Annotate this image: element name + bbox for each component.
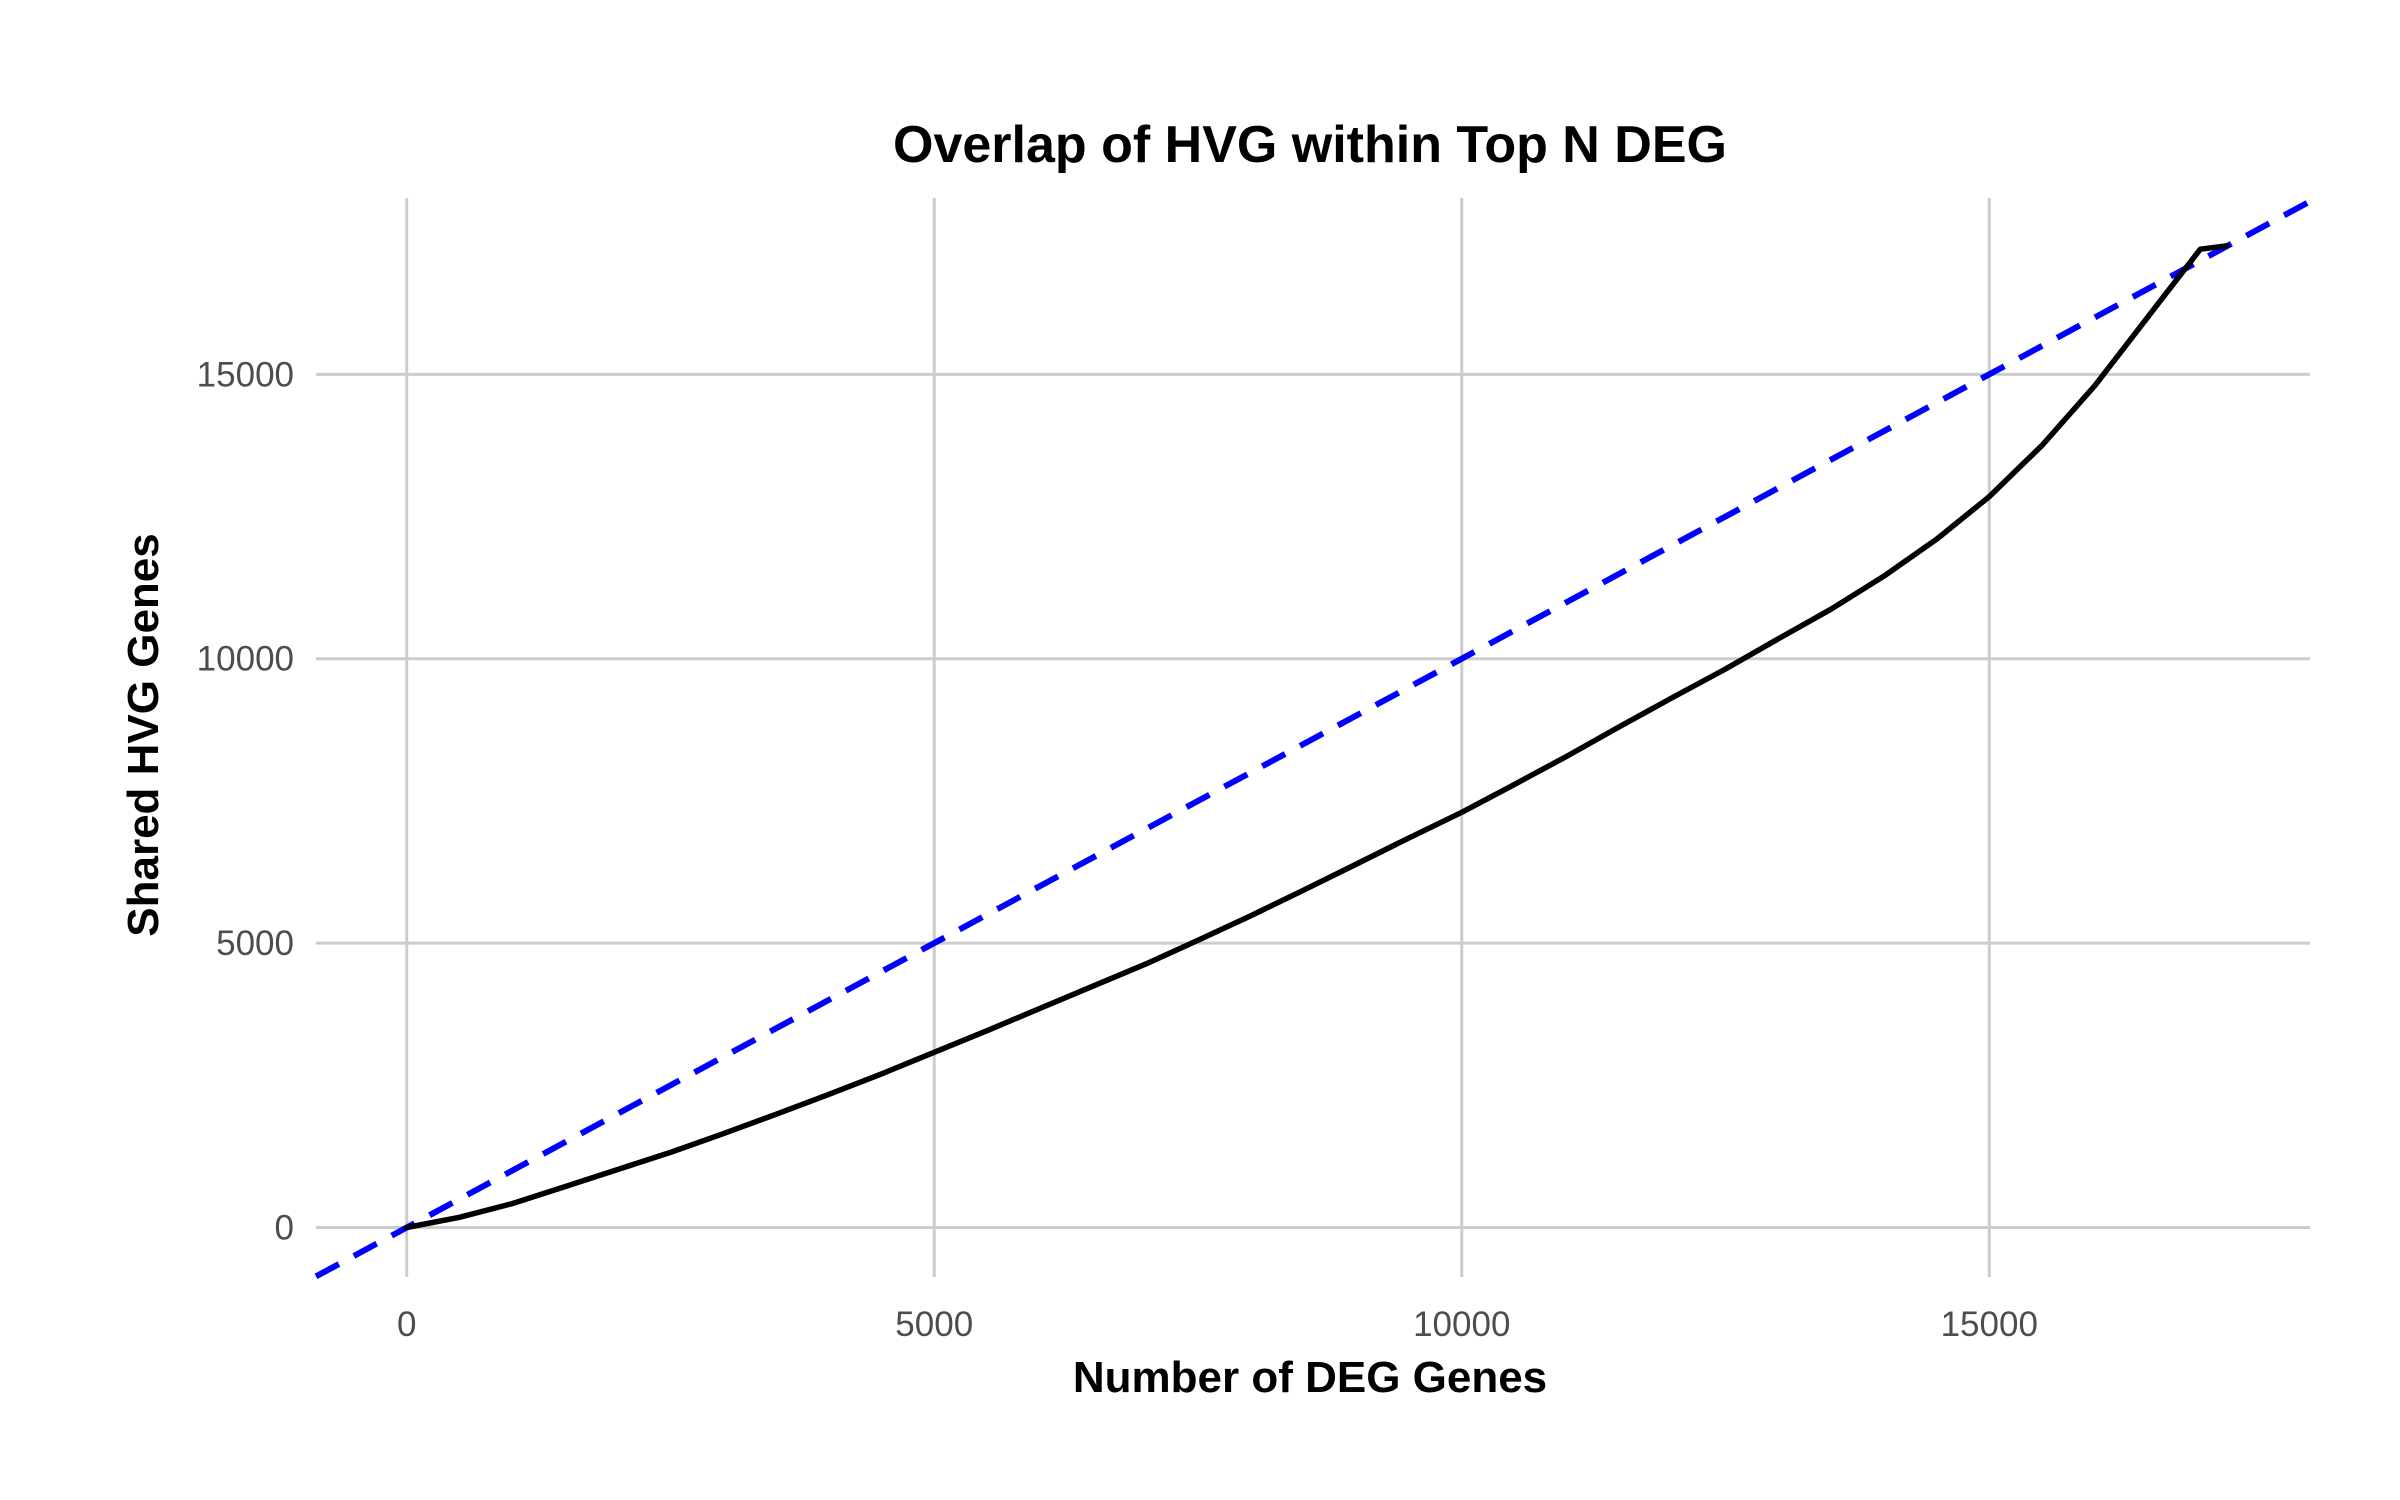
y-tick-label: 10000	[197, 640, 294, 679]
x-tick-label: 15000	[1941, 1305, 2038, 1344]
tick-labels: 0 5000 10000 15000 0 5000 10000 15000	[197, 355, 2038, 1344]
x-tick-label: 0	[397, 1305, 416, 1344]
overlap-curve	[403, 243, 2230, 1231]
grid	[316, 198, 2310, 1277]
y-tick-label: 15000	[197, 355, 294, 394]
y-axis-title: Shared HVG Genes	[119, 533, 168, 936]
y-tick-label: 0	[275, 1209, 294, 1248]
reference-line-dashed	[314, 198, 2312, 1280]
y-tick-label: 5000	[216, 924, 294, 963]
plot-series	[314, 198, 2312, 1280]
x-tick-label: 10000	[1413, 1305, 1510, 1344]
x-axis-title: Number of DEG Genes	[1073, 1353, 1547, 1402]
x-tick-label: 5000	[895, 1305, 973, 1344]
chart-title: Overlap of HVG within Top N DEG	[893, 116, 1727, 174]
